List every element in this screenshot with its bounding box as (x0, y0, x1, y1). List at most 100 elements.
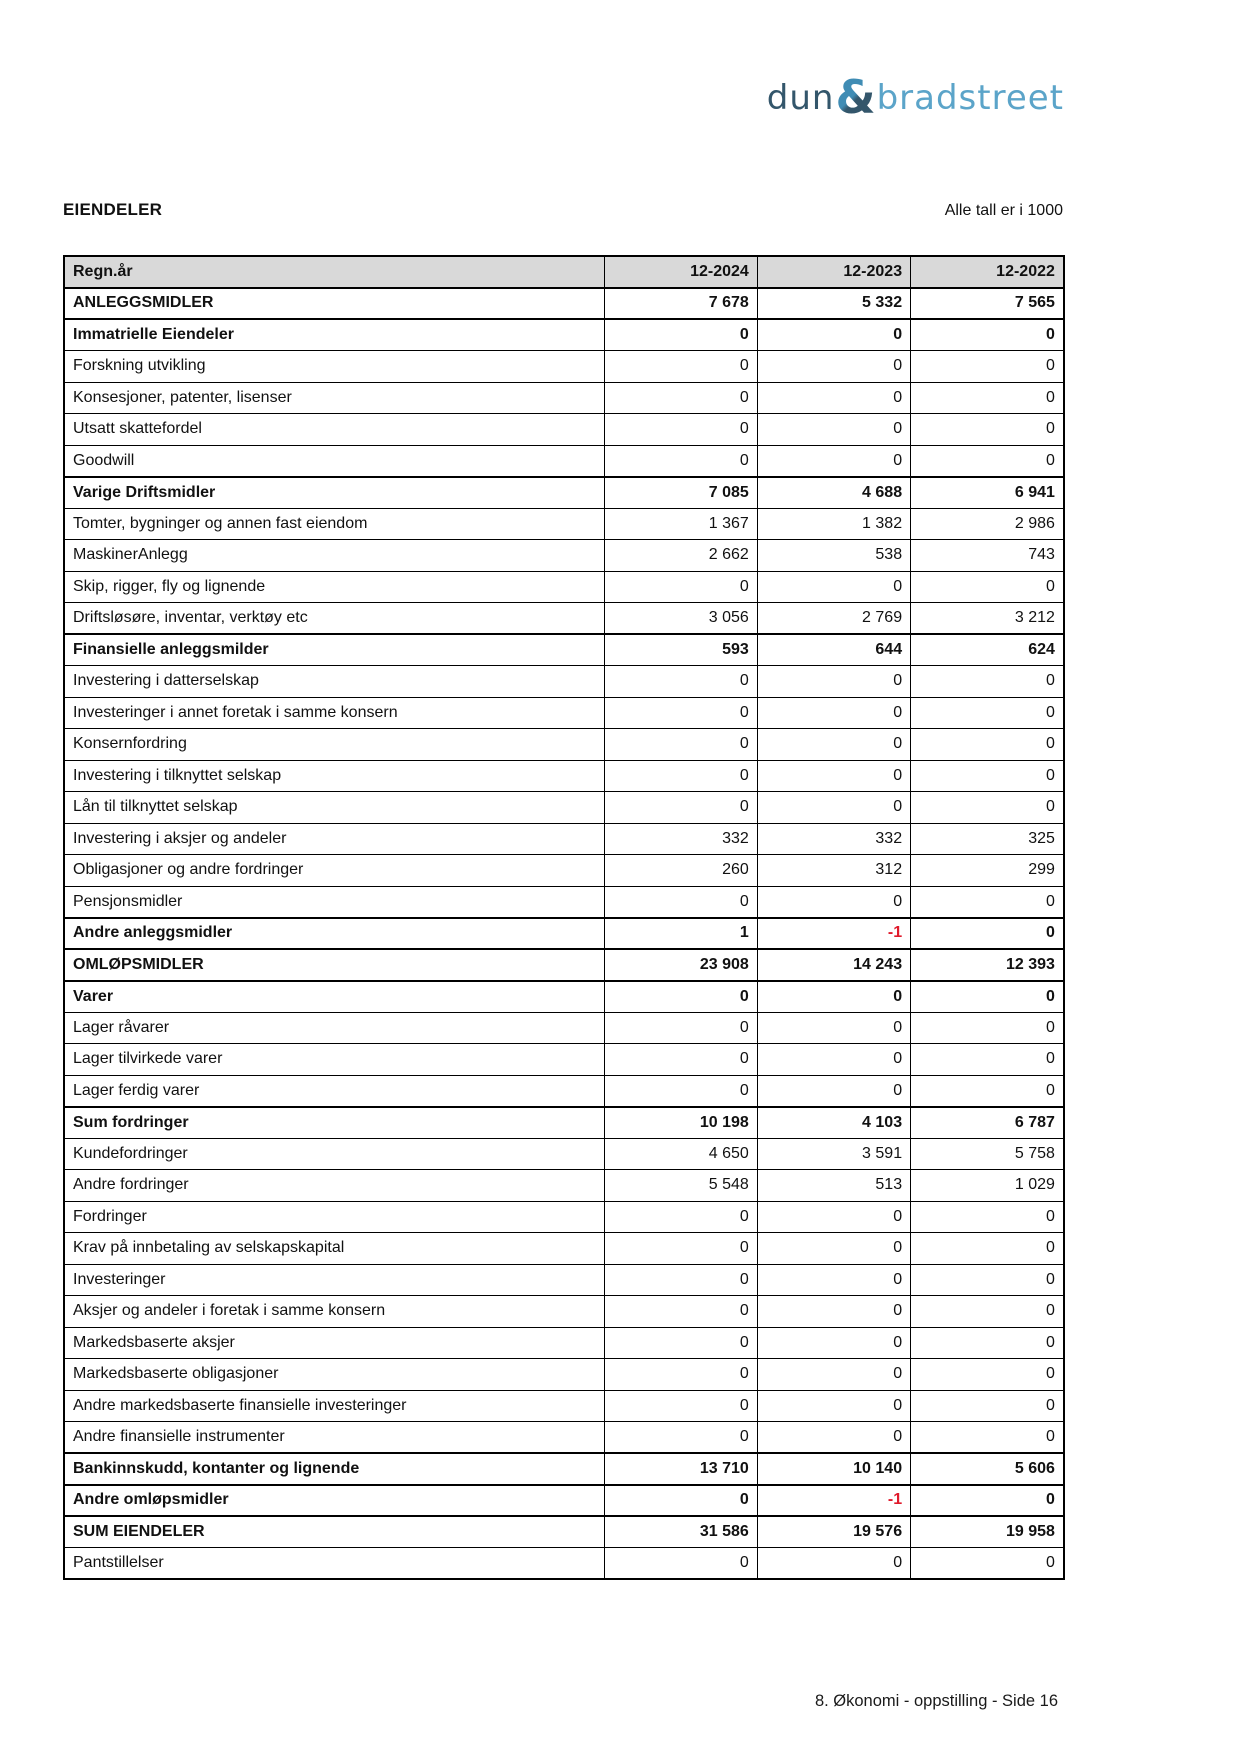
row-value: 0 (910, 885, 1064, 918)
row-value: 13 710 (603, 1452, 758, 1485)
row-value: 0 (603, 979, 758, 1012)
row-value: 0 (756, 1295, 911, 1327)
row-value: 0 (910, 728, 1064, 760)
row-label: Utsatt skattefordel (64, 413, 604, 445)
table-row: Konsesjoner, patenter, lisenser 0 0 0 (64, 381, 1064, 414)
row-value: 312 (756, 854, 911, 886)
row-label: Andre anleggsmidler (64, 916, 604, 949)
row-label: Lager råvarer (64, 1011, 604, 1044)
row-value: 0 (910, 381, 1064, 414)
row-value: 14 243 (756, 948, 911, 981)
row-value: 5 332 (756, 286, 911, 319)
row-label: Bankinnskudd, kontanter og lignende (64, 1452, 604, 1485)
row-value: 0 (756, 665, 911, 697)
row-value: 0 (603, 318, 758, 351)
row-value: 19 958 (910, 1515, 1064, 1548)
row-value: 0 (756, 318, 911, 351)
row-value: 332 (603, 822, 758, 855)
row-value: 0 (756, 1326, 911, 1359)
header-cell-year-2024: 12-2024 (603, 255, 758, 288)
row-value: 0 (603, 350, 758, 382)
row-value: 0 (756, 696, 911, 729)
row-value: 0 (756, 1547, 911, 1579)
row-value: 31 586 (603, 1515, 758, 1548)
row-value: 0 (603, 1200, 758, 1233)
row-value: 325 (910, 822, 1064, 855)
row-value: 5 606 (910, 1452, 1064, 1485)
row-value: 0 (910, 1483, 1064, 1516)
row-label: Lager tilvirkede varer (64, 1043, 604, 1075)
row-value: 299 (910, 854, 1064, 886)
balance-sheet-table: Regn.år 12-2024 12-2023 12-2022 ANLEGGSM… (63, 255, 1065, 1580)
row-value: 0 (603, 696, 758, 729)
row-value: 0 (603, 1326, 758, 1359)
table-row: Lager tilvirkede varer 0 0 0 (64, 1043, 1064, 1075)
table-row: Investering i tilknyttet selskap 0 0 0 (64, 759, 1064, 792)
row-value: 0 (603, 1074, 758, 1107)
row-value: 2 662 (603, 539, 758, 571)
row-value: 644 (756, 633, 911, 666)
table-row: Lager ferdig varer 0 0 0 (64, 1074, 1064, 1107)
row-value: 0 (756, 350, 911, 382)
row-label: Goodwill (64, 444, 604, 477)
row-label: Investering i aksjer og andeler (64, 822, 604, 855)
row-value: 0 (910, 1295, 1064, 1327)
table-row: Andre finansielle instrumenter 0 0 0 (64, 1421, 1064, 1453)
row-label: Obligasjoner og andre fordringer (64, 854, 604, 886)
row-value: 0 (910, 1011, 1064, 1044)
table-row: Investering i aksjer og andeler 332 332 325 (64, 822, 1064, 855)
row-value: 0 (603, 1295, 758, 1327)
row-value: 10 140 (756, 1452, 911, 1485)
logo-ampersand-icon: & (835, 70, 876, 124)
row-value: 0 (756, 444, 911, 477)
table-row: Bankinnskudd, kontanter og lignende 13 71… (64, 1452, 1064, 1485)
row-label: Tomter, bygninger og annen fast eiendom (64, 507, 604, 540)
row-value: 0 (910, 1263, 1064, 1296)
row-value: 593 (603, 633, 758, 666)
row-value: 0 (603, 791, 758, 823)
row-value: 4 688 (756, 475, 911, 508)
row-value: 4 103 (756, 1105, 911, 1138)
table-row: Varer 0 0 0 (64, 979, 1064, 1012)
table-row: Fordringer 0 0 0 (64, 1200, 1064, 1233)
row-value: 538 (756, 539, 911, 571)
logo-text-bradstreet: bradstreet (876, 78, 1064, 118)
row-value: 0 (756, 381, 911, 414)
table-row: Andre omløpsmidler 0 -1 0 (64, 1483, 1064, 1516)
row-value: 0 (756, 1263, 911, 1296)
page-footer: 8. Økonomi - oppstilling - Side 16 (814, 1692, 1058, 1710)
row-value: 0 (756, 413, 911, 445)
row-value: 23 908 (603, 948, 758, 981)
table-row: Investeringer i annet foretak i samme ko… (64, 696, 1064, 729)
row-value: 0 (603, 1011, 758, 1044)
row-label: Andre finansielle instrumenter (64, 1421, 604, 1453)
row-value: 1 (603, 916, 758, 949)
row-value: 0 (910, 759, 1064, 792)
row-value: 0 (756, 1421, 911, 1453)
row-value: 0 (910, 696, 1064, 729)
row-label: Varige Driftsmidler (64, 475, 604, 508)
row-value: 0 (603, 570, 758, 603)
row-label: Aksjer og andeler i foretak i samme kons… (64, 1295, 604, 1327)
table-row: Investering i datterselskap 0 0 0 (64, 665, 1064, 697)
row-value: 0 (756, 1074, 911, 1107)
row-label: Investeringer i annet foretak i samme ko… (64, 696, 604, 729)
row-value: 0 (603, 1483, 758, 1516)
row-value: 0 (756, 1358, 911, 1390)
row-value: -1 (756, 916, 911, 949)
row-label: Markedsbaserte obligasjoner (64, 1358, 604, 1390)
row-value: 0 (910, 1358, 1064, 1390)
row-value: 7 565 (910, 286, 1064, 319)
table-row: Andre anleggsmidler 1 -1 0 (64, 916, 1064, 949)
row-label: Pantstillelser (64, 1547, 604, 1579)
table-row: Aksjer og andeler i foretak i samme kons… (64, 1295, 1064, 1327)
row-value: 0 (910, 413, 1064, 445)
row-label: Sum fordringer (64, 1105, 604, 1138)
row-label: ANLEGGSMIDLER (64, 286, 604, 319)
table-header-row: Regn.år 12-2024 12-2023 12-2022 (64, 255, 1064, 288)
row-value: 0 (603, 1421, 758, 1453)
dun-bradstreet-logo: dun & bradstreet (767, 70, 1064, 120)
row-value: 0 (910, 570, 1064, 603)
row-value: 0 (910, 665, 1064, 697)
